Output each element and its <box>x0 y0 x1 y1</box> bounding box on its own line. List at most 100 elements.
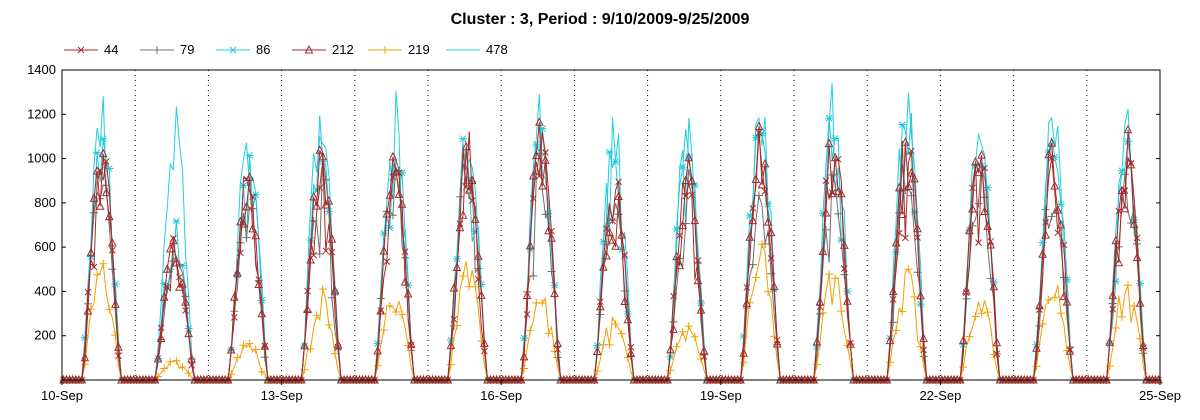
data-point <box>666 366 675 375</box>
data-point <box>1047 137 1057 147</box>
data-point <box>821 207 831 217</box>
data-point <box>965 225 974 235</box>
data-point <box>908 147 915 155</box>
data-point <box>975 239 982 246</box>
x-tick-label: 13-Sep <box>261 388 303 403</box>
data-point <box>406 339 416 348</box>
plot-frame <box>61 69 1161 381</box>
data-point <box>550 288 559 298</box>
data-point <box>245 172 254 181</box>
data-point <box>93 270 102 279</box>
data-point <box>477 290 486 299</box>
data-point <box>391 307 400 316</box>
data-point <box>330 285 340 295</box>
data-point <box>172 217 181 225</box>
data-point <box>184 369 193 378</box>
data-point <box>983 221 992 230</box>
data-point <box>815 296 825 306</box>
data-point <box>605 148 614 156</box>
data-point <box>385 190 395 199</box>
data-point <box>547 233 556 242</box>
y-tick-label: 600 <box>34 239 56 254</box>
data-point <box>449 282 459 292</box>
data-point <box>766 227 776 237</box>
data-point <box>108 265 117 274</box>
data-point <box>833 186 843 195</box>
data-point <box>690 332 699 341</box>
data-point <box>1105 337 1114 346</box>
data-point <box>254 279 264 288</box>
data-point <box>330 349 339 358</box>
data-point <box>688 191 696 199</box>
data-point <box>178 278 187 288</box>
data-point <box>315 249 324 258</box>
legend-swatch <box>64 46 98 54</box>
data-point <box>889 296 897 303</box>
series-layer <box>59 82 1163 384</box>
legend-swatch <box>368 46 402 54</box>
data-point <box>760 158 770 168</box>
data-point <box>745 232 755 241</box>
data-point <box>544 225 553 235</box>
data-point <box>666 344 675 354</box>
data-point <box>86 247 96 257</box>
data-point <box>1041 205 1050 214</box>
data-point <box>910 292 919 301</box>
data-point <box>602 250 611 260</box>
data-point <box>1053 205 1063 214</box>
data-point <box>1123 124 1133 134</box>
data-point <box>300 340 309 350</box>
data-point <box>153 353 163 363</box>
data-point <box>892 326 901 335</box>
data-point <box>669 324 678 334</box>
data-point <box>904 181 913 191</box>
data-point <box>470 214 480 223</box>
data-point <box>379 245 389 255</box>
data-point <box>333 339 343 349</box>
data-point <box>542 149 549 157</box>
data-point <box>312 201 321 210</box>
data-point <box>471 282 480 291</box>
data-point <box>464 185 474 194</box>
data-point <box>181 297 190 306</box>
data-point <box>1120 203 1130 213</box>
legend-label: 219 <box>408 42 430 57</box>
data-point <box>1038 319 1047 328</box>
legend-swatch <box>216 46 250 54</box>
data-point <box>919 333 928 343</box>
data-point <box>1109 305 1117 313</box>
data-point <box>907 168 916 177</box>
data-point <box>670 292 677 300</box>
data-point <box>627 343 635 351</box>
data-point <box>315 145 325 154</box>
data-point <box>480 338 489 348</box>
data-point <box>666 353 675 361</box>
data-point <box>812 360 821 369</box>
data-point <box>1044 149 1053 159</box>
data-point <box>754 191 763 200</box>
data-point <box>840 265 848 272</box>
data-point <box>611 241 620 250</box>
data-point <box>977 149 986 159</box>
data-point <box>398 310 407 319</box>
data-point <box>749 204 757 212</box>
data-point <box>897 209 907 218</box>
data-point <box>401 248 409 255</box>
data-point <box>459 271 468 280</box>
data-point <box>693 275 703 285</box>
data-point <box>992 337 1002 347</box>
data-point <box>615 178 622 186</box>
x-tick-label: 25-Sep <box>1139 388 1181 403</box>
data-point <box>920 346 927 354</box>
data-point <box>538 180 547 190</box>
data-point <box>696 305 706 314</box>
data-point <box>751 174 761 183</box>
x-tick-label: 22-Sep <box>919 388 961 403</box>
data-point <box>827 188 837 198</box>
data-point <box>474 251 483 260</box>
data-point <box>162 264 172 273</box>
data-point <box>184 328 193 338</box>
data-point <box>623 310 632 318</box>
data-point <box>84 288 92 296</box>
data-point <box>400 276 410 286</box>
